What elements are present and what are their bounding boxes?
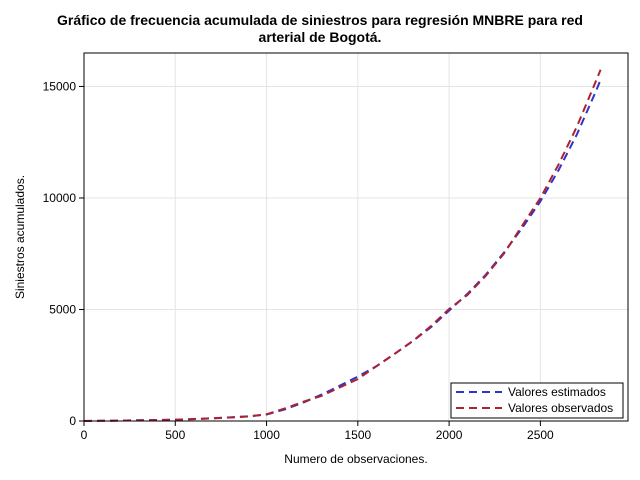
chart-title-line-2: arterial de Bogotá. bbox=[258, 29, 382, 45]
chart-title-line-1: Gráfico de frecuencia acumulada de sinie… bbox=[57, 12, 583, 28]
y-axis-label: Siniestros acumulados. bbox=[13, 175, 27, 299]
legend-label-estimated: Valores estimados bbox=[508, 385, 606, 399]
legend-label-observed: Valores observados bbox=[508, 401, 613, 415]
x-tick-label: 2500 bbox=[527, 428, 554, 442]
x-tick-label: 0 bbox=[81, 428, 88, 442]
x-tick-label: 500 bbox=[165, 428, 185, 442]
y-tick-label: 5000 bbox=[49, 302, 76, 316]
x-tick-label: 2000 bbox=[436, 428, 463, 442]
axes: 0 500 1000 1500 2000 2500 0 5000 10000 15000 bbox=[43, 79, 554, 442]
series-lines bbox=[83, 69, 602, 422]
legend: Valores estimados Valores observados bbox=[450, 382, 624, 419]
legend-box bbox=[450, 382, 624, 419]
y-tick-label: 0 bbox=[69, 414, 76, 428]
chart-title: Gráfico de frecuencia acumulada de sinie… bbox=[0, 12, 640, 46]
x-tick-label: 1500 bbox=[344, 428, 371, 442]
y-tick-label: 15000 bbox=[43, 79, 77, 93]
grid-lines bbox=[84, 53, 628, 421]
series-line-observed bbox=[83, 69, 602, 422]
plot-area-frame bbox=[83, 52, 629, 422]
y-tick-label: 10000 bbox=[43, 191, 77, 205]
series-line-estimated bbox=[83, 79, 602, 422]
x-axis-label: Numero de observaciones. bbox=[284, 452, 427, 466]
x-tick-label: 1000 bbox=[253, 428, 280, 442]
